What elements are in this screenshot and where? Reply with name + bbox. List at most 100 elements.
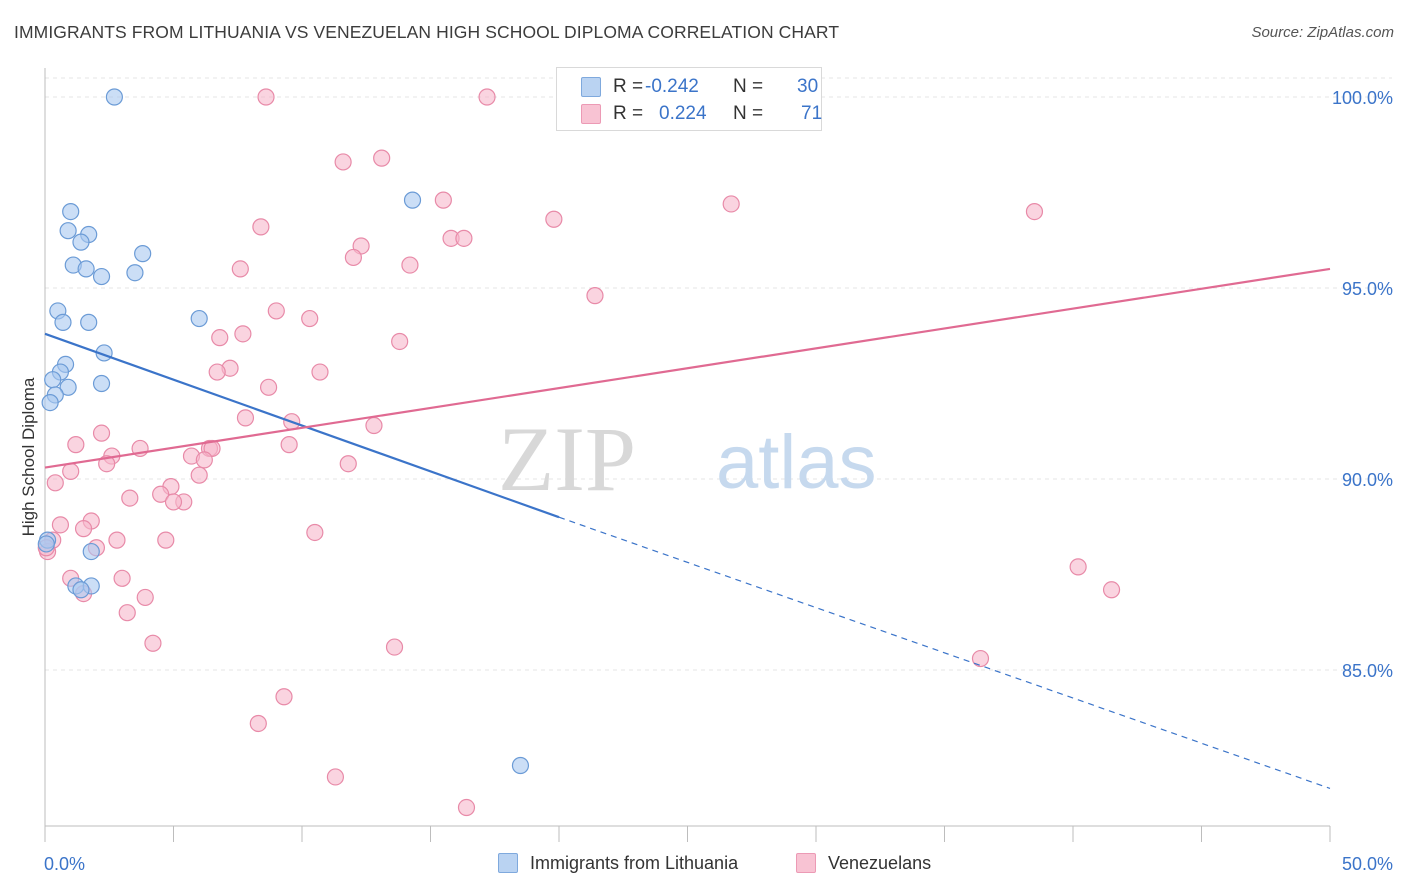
venezuelans-point: [326, 768, 345, 786]
chart-title: IMMIGRANTS FROM LITHUANIA VS VENEZUELAN …: [14, 22, 840, 42]
venezuelans-point: [92, 424, 111, 442]
lithuania-point: [126, 264, 144, 282]
lithuania-point: [105, 88, 123, 106]
lithuania-point: [134, 245, 152, 263]
venezuelans-point: [365, 416, 383, 435]
n-value: 30: [797, 76, 819, 97]
y-tick-label: 90.0%: [1342, 470, 1393, 490]
lithuania-point: [77, 260, 95, 278]
lithuania-trend-extension: [558, 516, 1331, 789]
r-label: R =: [613, 76, 644, 97]
lithuania-point: [82, 542, 100, 561]
n-label: N =: [733, 76, 764, 97]
venezuelans-point: [190, 466, 208, 484]
venezuelans-point: [722, 195, 740, 213]
lithuania-point: [44, 371, 62, 389]
lithuania-point: [59, 222, 77, 240]
venezuelans-point: [231, 260, 249, 278]
axes: [44, 68, 1331, 842]
n-value: 71: [801, 103, 823, 124]
venezuelans-point: [74, 520, 93, 538]
venezuelans-point: [108, 531, 126, 549]
lithuania-point: [72, 581, 90, 599]
venezuelans-point: [391, 332, 409, 351]
legend-label: Immigrants from Lithuania: [530, 853, 739, 873]
venezuelans-point: [257, 88, 275, 106]
tick-labels: 100.0% 95.0% 90.0% 85.0% 0.0% 50.0%: [44, 88, 1393, 874]
gridlines: [45, 77, 1392, 671]
watermark-zip: ZIP: [498, 408, 636, 510]
venezuelans-point: [67, 436, 85, 454]
venezuelans-point: [457, 798, 476, 817]
venezuelans-point: [136, 588, 154, 607]
venezuelans-point: [586, 287, 604, 305]
venezuelans-point: [311, 363, 329, 381]
y-tick-label: 95.0%: [1342, 279, 1393, 299]
venezuelans-point: [385, 638, 404, 656]
venezuelans-point: [118, 604, 136, 622]
r-label: R =: [613, 103, 644, 124]
pink-swatch: [581, 104, 601, 124]
lithuania-trend-line: [44, 332, 560, 519]
venezuelans-point: [545, 210, 563, 228]
lithuania-point: [54, 313, 72, 331]
venezuelans-point: [344, 248, 362, 267]
zipatlas-watermark: ZIP atlas: [498, 408, 877, 510]
lithuania-point: [190, 309, 208, 328]
y-tick-label: 100.0%: [1332, 88, 1393, 108]
lithuania-point: [403, 191, 422, 209]
venezuelans-point: [971, 649, 990, 668]
venezuelans-point: [267, 302, 285, 320]
venezuelans-point: [152, 485, 170, 503]
lithuania-point: [37, 535, 55, 553]
venezuelans-point: [195, 451, 213, 469]
source-label: Source: ZipAtlas.com: [1251, 24, 1394, 41]
watermark-atlas: atlas: [716, 420, 877, 505]
r-value: -0.242: [645, 76, 699, 97]
venezuelans-point: [121, 489, 139, 507]
blue-swatch: [581, 77, 601, 97]
venezuelans-point: [275, 688, 293, 706]
venezuelans-point: [280, 436, 298, 454]
venezuelans-point: [249, 714, 267, 733]
venezuelans-point: [144, 634, 162, 652]
venezuelans-point: [401, 256, 419, 274]
legend-label: Venezuelans: [828, 853, 932, 873]
venezuelans-point: [373, 149, 391, 167]
venezuelans-point: [1025, 203, 1044, 221]
lithuania-point: [59, 378, 77, 396]
venezuelans-point: [46, 474, 64, 492]
venezuelans-point: [62, 462, 80, 480]
pink-swatch: [796, 853, 816, 873]
venezuelans-point: [252, 218, 270, 236]
lithuania-point: [92, 374, 111, 393]
trend-lines: [44, 267, 1331, 789]
venezuelans-point: [434, 191, 452, 209]
venezuelans-point: [157, 531, 175, 549]
venezuelans-point: [1102, 581, 1121, 599]
x-tick-label: 50.0%: [1342, 854, 1393, 874]
lithuania-point: [80, 313, 98, 331]
venezuelans-point: [259, 378, 278, 396]
venezuelans-point: [208, 363, 226, 381]
venezuelans-point: [234, 325, 252, 343]
r-value: 0.224: [659, 103, 707, 124]
lithuania-point: [72, 233, 90, 251]
venezuelans-point: [455, 229, 473, 247]
n-label: N =: [733, 103, 764, 124]
y-axis-label: High School Diploma: [19, 377, 38, 536]
venezuelans-point: [236, 409, 255, 427]
venezuelans-point: [478, 88, 496, 106]
lithuania-point: [511, 756, 530, 775]
venezuelans-point: [306, 523, 324, 542]
venezuelans-trend-line: [44, 267, 1331, 469]
venezuelans-point: [164, 493, 183, 511]
venezuelans-point: [211, 329, 229, 347]
venezuelans-point: [1069, 558, 1087, 576]
venezuelans-point: [113, 569, 131, 587]
venezuelans-point: [334, 153, 352, 171]
x-tick-label: 0.0%: [44, 854, 85, 874]
venezuelans-point: [51, 516, 70, 534]
correlation-legend: R = -0.242 N = 30 R = 0.224 N = 71: [556, 67, 822, 131]
